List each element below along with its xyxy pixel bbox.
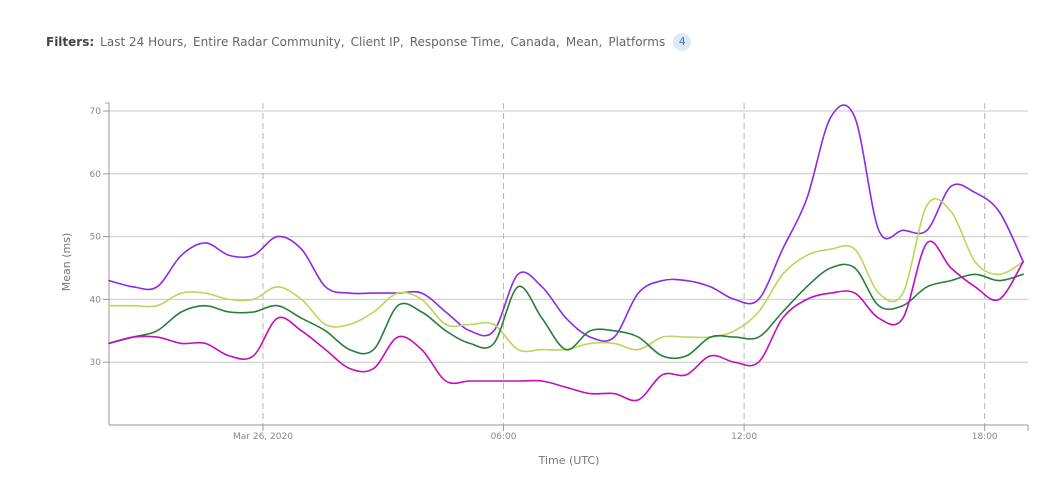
filter-metric[interactable]: Response Time,	[409, 35, 505, 49]
series-line-3	[108, 263, 1024, 360]
filter-aggregation[interactable]: Mean,	[565, 35, 603, 49]
series-line-2	[108, 197, 1024, 353]
filter-country[interactable]: Canada,	[510, 35, 560, 49]
platforms-count-badge[interactable]: 4	[673, 33, 692, 51]
filter-community[interactable]: Entire Radar Community,	[193, 35, 345, 49]
y-axis-title: Mean (ms)	[60, 233, 73, 292]
x-tick-label-1: 06:00	[491, 432, 517, 442]
x-tick-label-2: 12:00	[731, 432, 757, 442]
filters-bar: Filters: Last 24 Hours, Entire Radar Com…	[46, 33, 692, 51]
y-tick-label-50: 50	[90, 233, 102, 243]
series-line-1	[108, 104, 1024, 342]
y-tick-label-40: 40	[90, 295, 102, 305]
x-tick-label-3: 18:00	[972, 432, 998, 442]
x-axis-title: Time (UTC)	[538, 454, 600, 467]
grid-layer	[109, 103, 1028, 425]
filter-ip[interactable]: Client IP,	[350, 35, 404, 49]
axis-layer: 30 40 50 60 70 Mar 26, 2020 06:00 12:00 18:00	[90, 102, 1029, 442]
x-tick-label-0: Mar 26, 2020	[233, 432, 293, 442]
y-tick-label-60: 60	[90, 170, 102, 180]
y-tick-label-70: 70	[90, 107, 102, 117]
filter-time-range[interactable]: Last 24 Hours,	[100, 35, 188, 49]
series-line-4	[108, 240, 1024, 402]
filters-label: Filters:	[46, 35, 95, 49]
series-layer	[108, 104, 1024, 402]
y-tick-label-30: 30	[90, 358, 102, 368]
filter-platforms[interactable]: Platforms	[608, 35, 666, 49]
